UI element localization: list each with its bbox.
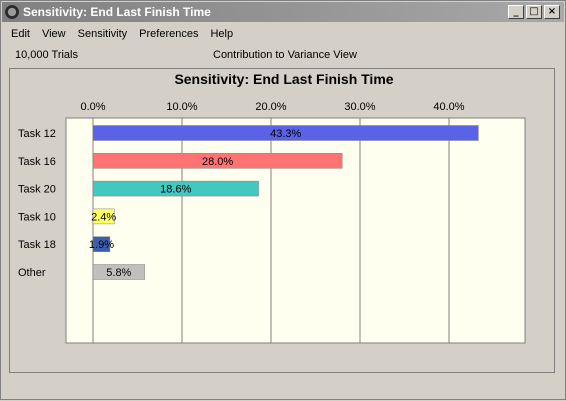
chart-title: Sensitivity: End Last Finish Time [174, 71, 394, 87]
close-button[interactable]: × [544, 5, 560, 19]
bar [92, 264, 145, 280]
plot-area [65, 117, 526, 344]
minimize-button[interactable]: _ [508, 5, 524, 19]
x-tick-label: 30.0% [344, 101, 375, 113]
bar-value-label: 43.3% [270, 128, 301, 140]
status-bar [5, 378, 561, 396]
category-label: Task 10 [18, 211, 56, 223]
menu-preferences[interactable]: Preferences [139, 28, 199, 40]
bar-value-label: 2.4% [91, 211, 116, 223]
menu-sensitivity[interactable]: Sensitivity [77, 28, 128, 40]
bar [92, 125, 479, 141]
category-label: Task 18 [18, 239, 56, 251]
bar-value-label: 28.0% [202, 156, 233, 168]
bar-value-label: 5.8% [106, 267, 131, 279]
category-label: Other [18, 267, 46, 279]
category-label: Task 12 [18, 128, 56, 140]
crystal-ball-icon[interactable] [5, 5, 19, 19]
menu-view[interactable]: View [41, 28, 66, 40]
x-tick-label: 0.0% [80, 101, 105, 113]
x-tick-label: 10.0% [166, 101, 197, 113]
bar-value-label: 1.9% [89, 239, 114, 251]
x-tick-label: 40.0% [433, 101, 464, 113]
bar-value-label: 18.6% [160, 184, 191, 196]
window-title: Sensitivity: End Last Finish Time [23, 5, 211, 19]
bar [92, 208, 115, 225]
category-label: Task 16 [18, 156, 56, 168]
maximize-button[interactable]: □ [526, 5, 542, 19]
view-label: Contribution to Variance View [213, 49, 357, 61]
menu-help[interactable]: Help [210, 28, 234, 40]
menu-bar: Edit View Sensitivity Preferences Help [5, 26, 239, 42]
title-bar[interactable]: Sensitivity: End Last Finish Time _ □ × [2, 2, 564, 22]
category-label: Task 20 [18, 184, 56, 196]
bar [92, 153, 343, 169]
bar [92, 236, 111, 252]
trials-count: 10,000 Trials [15, 49, 78, 61]
menu-edit[interactable]: Edit [11, 28, 30, 40]
bar [92, 180, 259, 197]
x-tick-label: 20.0% [255, 101, 286, 113]
